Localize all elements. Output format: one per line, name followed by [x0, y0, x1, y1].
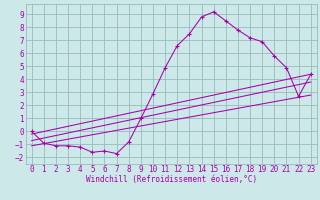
- X-axis label: Windchill (Refroidissement éolien,°C): Windchill (Refroidissement éolien,°C): [86, 175, 257, 184]
